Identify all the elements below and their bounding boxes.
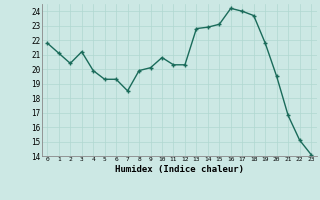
X-axis label: Humidex (Indice chaleur): Humidex (Indice chaleur)	[115, 165, 244, 174]
